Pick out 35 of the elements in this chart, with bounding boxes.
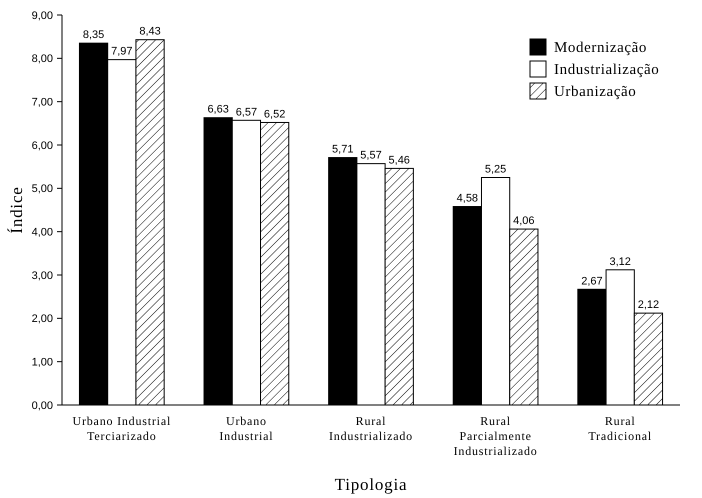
data-label: 6,63 bbox=[207, 104, 229, 116]
y-axis-title: Índice bbox=[7, 186, 26, 234]
y-tick-label: 9,00 bbox=[32, 10, 53, 22]
legend-label: Urbanização bbox=[554, 84, 636, 100]
data-label: 2,12 bbox=[638, 299, 660, 312]
x-tick-label: Rural Tradicional bbox=[588, 414, 652, 443]
y-tick-label: 1,00 bbox=[32, 356, 53, 369]
x-tick-label: Urbano Industrial Terciarizado bbox=[72, 414, 172, 443]
data-label: 7,97 bbox=[111, 46, 133, 58]
data-label: 5,57 bbox=[360, 150, 382, 162]
y-tick-label: 3,00 bbox=[32, 270, 53, 282]
data-label: 4,06 bbox=[513, 215, 535, 228]
y-tick-label: 6,00 bbox=[32, 140, 53, 152]
data-label: 6,52 bbox=[264, 108, 286, 120]
y-tick-label: 7,00 bbox=[32, 96, 53, 109]
y-tick-label: 0,00 bbox=[32, 400, 53, 412]
data-label: 6,57 bbox=[236, 106, 258, 118]
data-label: 3,12 bbox=[609, 256, 631, 268]
data-label: 2,67 bbox=[581, 275, 603, 288]
x-tick-label: Rural Parcialmente Industrializado bbox=[454, 414, 538, 458]
legend-label: Modernização bbox=[554, 40, 647, 56]
data-label: 8,35 bbox=[82, 29, 104, 42]
y-tick-label: 5,00 bbox=[32, 183, 53, 196]
x-tick-label: Rural Industrializado bbox=[329, 414, 413, 443]
data-label: 5,71 bbox=[332, 144, 354, 156]
y-tick-label: 8,00 bbox=[32, 53, 53, 66]
x-axis-title: Tipologia bbox=[334, 475, 408, 494]
x-tick-label: Urbano Industrial bbox=[219, 414, 274, 443]
y-tick-label: 4,00 bbox=[32, 226, 53, 239]
data-label: 5,46 bbox=[388, 154, 410, 166]
data-label: 5,25 bbox=[484, 164, 506, 176]
legend-label: Industrialização bbox=[554, 62, 660, 78]
data-label: 8,43 bbox=[139, 26, 161, 38]
data-label: 4,58 bbox=[456, 192, 478, 205]
y-tick-label: 2,00 bbox=[32, 313, 53, 326]
